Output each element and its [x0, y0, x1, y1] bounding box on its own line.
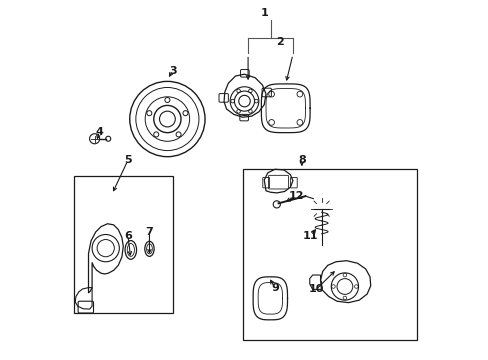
Text: 7: 7 — [145, 227, 153, 237]
Bar — [74, 176, 172, 313]
Text: 2: 2 — [276, 37, 284, 47]
Text: 8: 8 — [297, 155, 305, 165]
Text: 5: 5 — [124, 155, 131, 165]
Text: 9: 9 — [270, 283, 278, 293]
Text: 3: 3 — [169, 66, 176, 76]
Bar — [242, 169, 416, 339]
Text: 11: 11 — [303, 231, 318, 240]
Text: 4: 4 — [95, 127, 103, 136]
Text: 12: 12 — [288, 191, 304, 201]
Text: 6: 6 — [124, 231, 132, 240]
Text: 10: 10 — [308, 284, 323, 294]
Text: 1: 1 — [260, 8, 267, 18]
